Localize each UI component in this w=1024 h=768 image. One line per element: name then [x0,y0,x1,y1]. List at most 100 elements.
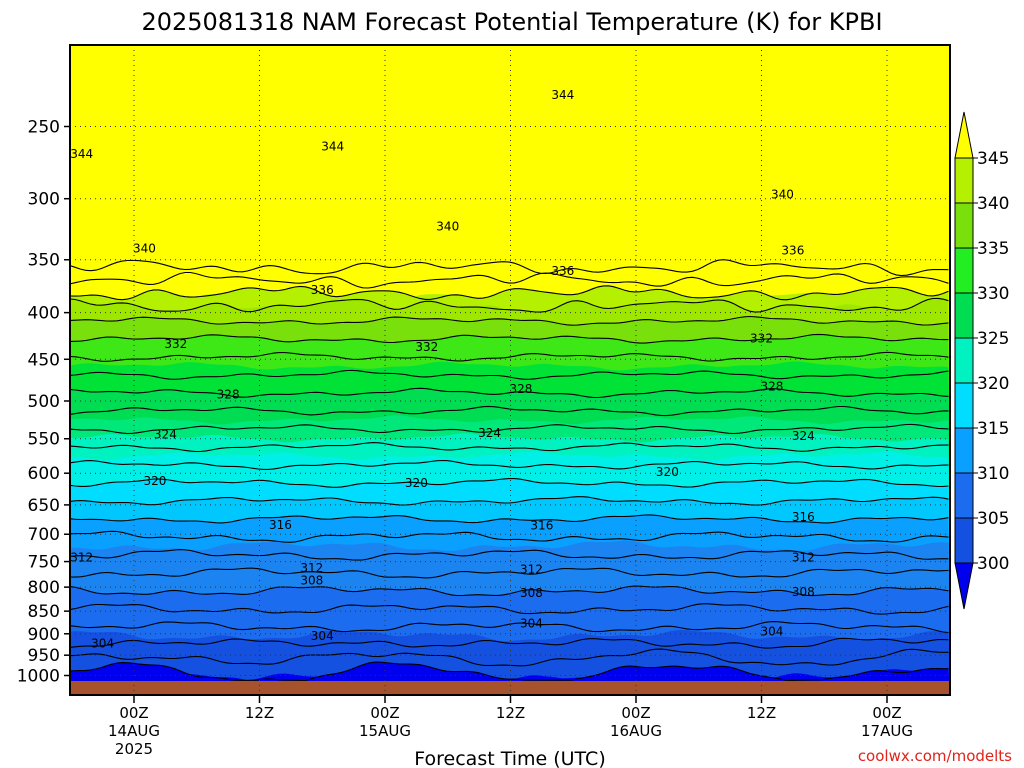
contour-label: 304 [91,636,114,650]
colorbar-label: 325 [977,329,1009,349]
y-tick-label: 800 [28,578,60,598]
isentrope-334 [69,369,949,380]
isentrope-348 [69,259,949,277]
colorbar-segment [954,472,974,519]
contour-label: 328 [510,382,533,396]
contour-label: 316 [269,518,292,532]
contour-label-text: 328 [510,382,533,396]
contour-label-text: 332 [164,337,187,351]
chart-title: 2025081318 NAM Forecast Potential Temper… [141,8,882,36]
contour-label: 324 [478,426,501,440]
contour-label: 312 [70,550,93,564]
contour-label: 312 [792,550,815,564]
contour-label: 332 [750,331,773,345]
contour-label: 328 [761,379,784,393]
x-tick-label: 12Z [747,704,776,722]
contour-label-text: 328 [761,379,784,393]
ground-band [70,681,950,695]
x-tick-label: 12Z [496,704,525,722]
isentrope-316 [69,530,949,543]
contour-label-text: 340 [133,241,156,255]
contour-label-text: 312 [520,562,543,576]
contour-label-text: 328 [217,388,240,402]
x-tick-date: 17AUG [861,722,913,740]
contour-label: 308 [300,574,323,588]
contour-label-text: 308 [300,574,323,588]
x-tick-date: 14AUG [108,722,160,740]
isentrope-338 [69,333,949,344]
x-tick-label: 00Z [119,704,148,722]
isentrope-344 [69,285,949,301]
isentrope-306 [69,621,949,634]
y-tick-label: 750 [28,553,60,573]
isentrope-324 [69,459,949,470]
contour-label: 332 [164,337,187,351]
ground-surface [70,681,950,695]
isentrope-322 [69,477,949,488]
contour-label: 336 [311,283,334,297]
contour-label-text: 320 [143,474,166,488]
grid-lines [70,45,950,695]
y-tick-label: 600 [28,464,60,484]
x-tick-year: 2025 [115,740,153,758]
colorbar-top-arrow [954,111,974,159]
contour-label: 340 [771,188,794,202]
contour-label-text: 336 [781,244,804,258]
colorbar-segment [954,427,974,474]
contour-label-text: 304 [91,636,114,650]
contour-label-text: 312 [70,550,93,564]
isentrope-336 [69,351,949,362]
y-tick-label: 700 [28,525,60,545]
x-tick-label: 00Z [621,704,650,722]
contour-label-text: 312 [300,561,323,575]
isentrope-314 [69,549,949,561]
colorbar-segment [954,337,974,384]
contour-label-text: 332 [750,331,773,345]
colorbar-legend: 300 305 310 315 320 325 330 335 340 345 [954,111,1009,610]
isentrope-346 [69,271,949,289]
y-tick-label: 250 [28,118,60,138]
isentrope-340 [69,315,949,326]
contour-label: 340 [436,220,459,234]
x-tick-label: 00Z [370,704,399,722]
contour-label: 344 [551,88,574,102]
isentrope-318 [69,514,949,524]
colorbar-label: 340 [977,194,1009,214]
colorbar-segment [954,157,974,204]
y-tick-label: 550 [28,430,60,450]
contour-label-text: 340 [436,220,459,234]
contour-labels: 344 344 344 340 340 340 336 336 336 332 332 332 328 3… [70,88,815,650]
contour-label: 308 [792,585,815,599]
colorbar-label: 310 [977,464,1009,484]
contour-label: 312 [300,561,323,575]
colorbar-label: 345 [977,149,1009,169]
contour-label-text: 324 [792,429,815,443]
x-axis-label: Forecast Time (UTC) [414,748,605,768]
x-tick-date: 15AUG [359,722,411,740]
contour-label-text: 344 [70,147,93,161]
contour-label-text: 304 [311,629,334,643]
contour-label-text: 344 [551,88,574,102]
contour-label: 304 [761,625,784,639]
y-tick-label: 350 [28,251,60,271]
contour-label-text: 324 [154,427,177,441]
contour-label: 320 [143,474,166,488]
contour-label-text: 340 [771,188,794,202]
isentrope-312 [69,567,949,579]
colorbar-label: 330 [977,284,1009,304]
colorbar-label: 335 [977,239,1009,259]
contour-label: 344 [321,140,344,154]
contour-label-text: 336 [551,264,574,278]
colorbar-label: 320 [977,374,1009,394]
contour-label: 328 [217,388,240,402]
contour-label: 340 [133,241,156,255]
y-tick-label: 900 [28,625,60,645]
contour-label: 320 [656,465,679,479]
isentrope-300 [69,661,949,682]
contour-label-text: 308 [520,586,543,600]
contour-label-text: 320 [656,465,679,479]
contour-label: 336 [551,264,574,278]
contour-label-text: 320 [405,476,428,490]
contour-label: 308 [520,586,543,600]
